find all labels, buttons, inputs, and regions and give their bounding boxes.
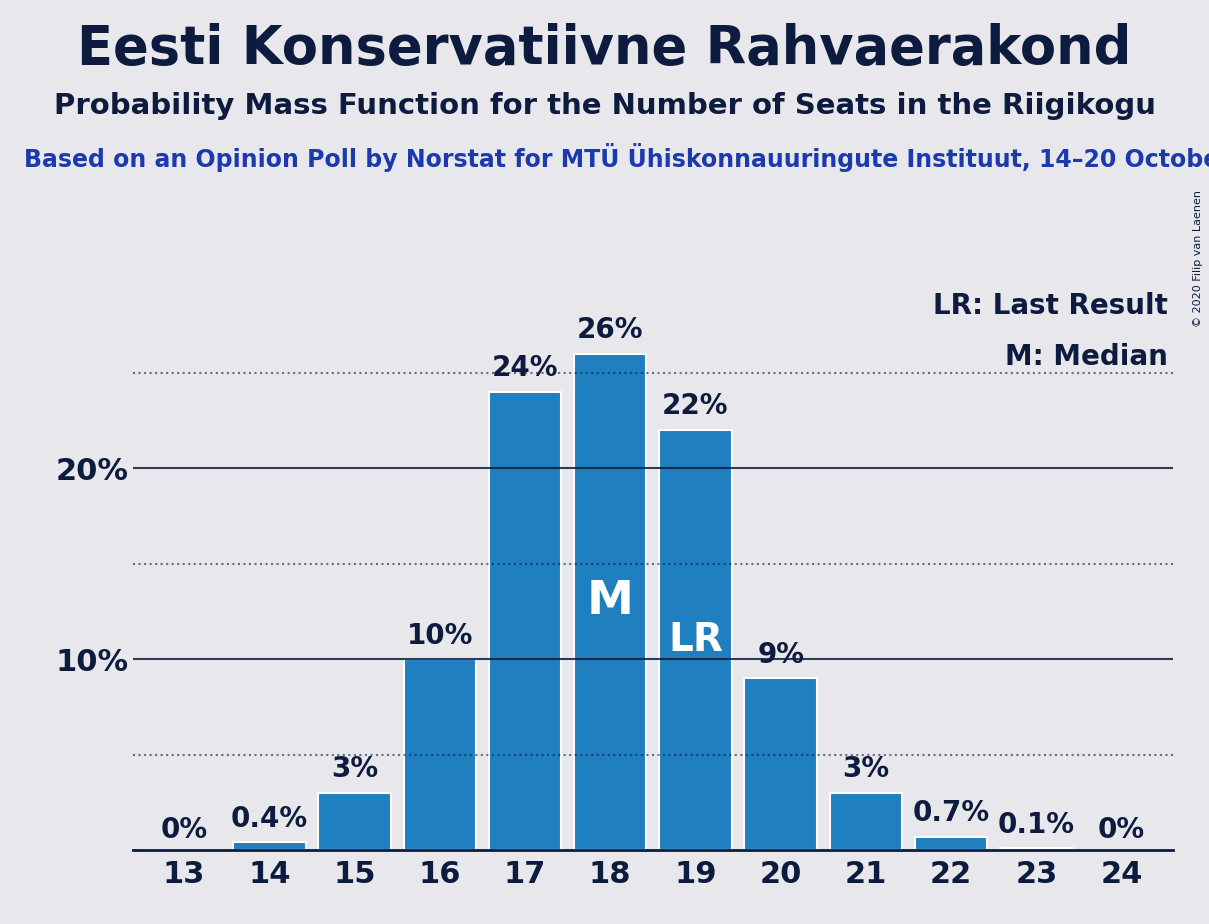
Bar [659,430,731,850]
Text: Based on an Opinion Poll by Norstat for MTÜ Ühiskonnauuringute Instituut, 14–20 : Based on an Opinion Poll by Norstat for … [24,143,1209,172]
Text: 0%: 0% [161,816,208,845]
Bar [488,392,561,850]
Text: 26%: 26% [577,316,643,344]
Text: 0.7%: 0.7% [913,799,990,827]
Text: © 2020 Filip van Laenen: © 2020 Filip van Laenen [1193,190,1203,327]
Text: LR: Last Result: LR: Last Result [932,292,1168,320]
Bar [745,678,817,850]
Text: M: Median: M: Median [1005,343,1168,371]
Text: Probability Mass Function for the Number of Seats in the Riigikogu: Probability Mass Function for the Number… [53,92,1156,120]
Bar [574,354,647,850]
Text: 22%: 22% [663,393,729,420]
Bar [404,659,476,850]
Text: 0%: 0% [1098,816,1145,845]
Text: 0.1%: 0.1% [997,810,1075,839]
Bar [233,843,306,850]
Text: M: M [586,579,634,625]
Text: 0.4%: 0.4% [231,805,308,833]
Bar [1000,848,1072,850]
Text: 9%: 9% [757,640,804,669]
Bar [829,793,902,850]
Text: 3%: 3% [331,755,378,784]
Bar [915,837,988,850]
Text: 10%: 10% [406,622,473,650]
Bar [318,793,391,850]
Text: 3%: 3% [843,755,890,784]
Text: LR: LR [669,621,723,659]
Text: Eesti Konservatiivne Rahvaerakond: Eesti Konservatiivne Rahvaerakond [77,23,1132,75]
Text: 24%: 24% [492,354,559,383]
